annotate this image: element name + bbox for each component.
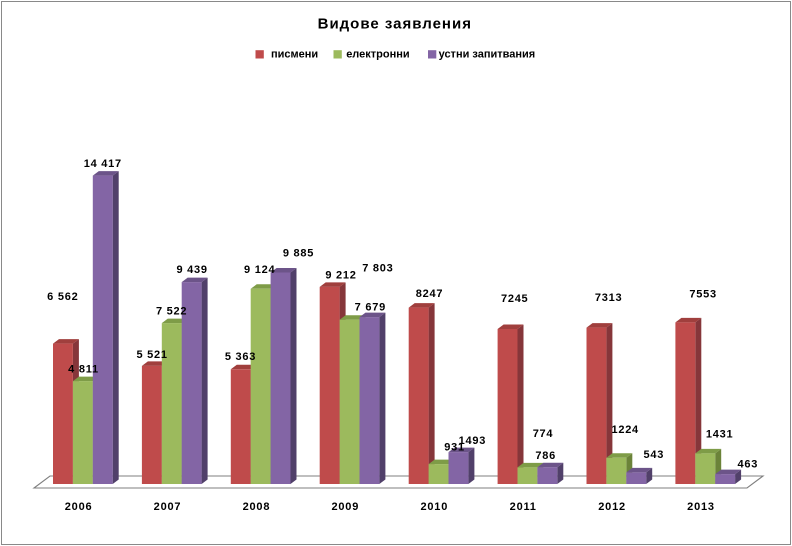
svg-text:електронни: електронни (346, 49, 409, 61)
svg-text:1493: 1493 (459, 435, 486, 447)
svg-text:1224: 1224 (611, 424, 639, 436)
svg-text:7 803: 7 803 (362, 262, 393, 274)
svg-text:2010: 2010 (420, 501, 448, 513)
svg-text:786: 786 (535, 450, 556, 462)
svg-text:931: 931 (444, 441, 465, 453)
svg-text:1431: 1431 (706, 428, 733, 440)
svg-text:устни запитвания: устни запитвания (439, 49, 536, 61)
svg-text:6 562: 6 562 (47, 291, 78, 303)
svg-text:9 124: 9 124 (244, 264, 275, 276)
svg-text:7 679: 7 679 (355, 302, 386, 314)
svg-text:писмени: писмени (271, 49, 318, 61)
svg-text:5 521: 5 521 (136, 349, 167, 361)
svg-text:9 439: 9 439 (176, 264, 207, 276)
svg-text:8247: 8247 (416, 288, 443, 300)
svg-text:7553: 7553 (689, 289, 716, 301)
svg-text:9 212: 9 212 (325, 269, 356, 281)
svg-text:5 363: 5 363 (225, 351, 256, 363)
svg-text:2013: 2013 (687, 501, 715, 513)
svg-text:2012: 2012 (598, 501, 626, 513)
svg-text:Видове заявления: Видове заявления (318, 15, 472, 32)
svg-text:4 811: 4 811 (68, 364, 99, 376)
svg-text:2006: 2006 (65, 501, 93, 513)
svg-text:543: 543 (643, 449, 664, 461)
svg-text:2007: 2007 (154, 501, 182, 513)
svg-text:7245: 7245 (501, 293, 528, 305)
svg-text:7313: 7313 (595, 292, 622, 304)
svg-text:14 417: 14 417 (84, 158, 122, 170)
svg-text:463: 463 (737, 458, 758, 470)
svg-text:2008: 2008 (243, 501, 271, 513)
svg-text:2011: 2011 (510, 501, 537, 513)
svg-text:9 885: 9 885 (283, 248, 314, 260)
svg-text:7 522: 7 522 (156, 305, 187, 317)
svg-text:2009: 2009 (331, 501, 359, 513)
svg-text:774: 774 (533, 428, 554, 440)
